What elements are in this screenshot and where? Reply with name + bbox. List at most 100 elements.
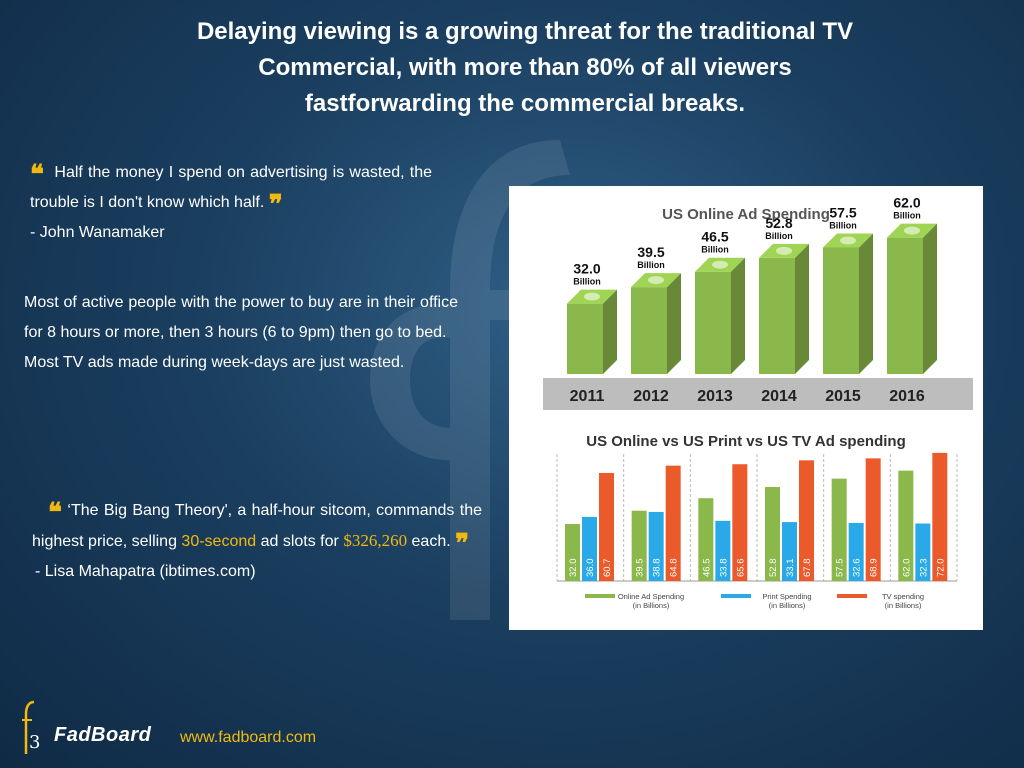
quote2-part2: ad slots for	[260, 533, 339, 550]
brand-name: FadBoard	[54, 724, 152, 746]
money-stack-2014-seal	[776, 246, 792, 255]
website-link[interactable]: www.fadboard.com	[180, 729, 317, 746]
chart1-value-label: 46.5	[701, 229, 728, 245]
chart2-bar-2013-1	[715, 520, 731, 581]
chart2-data-label: 32.0	[568, 559, 579, 578]
chart1-unit-label: Billion	[893, 211, 921, 221]
chart1-tick-label: 2014	[761, 388, 797, 405]
quote1-author: - John Wanamaker	[30, 224, 165, 241]
chart1-value-label: 62.0	[893, 195, 920, 211]
money-stack-2015-front	[823, 247, 859, 374]
chart2-bar-2011-1	[582, 516, 597, 581]
chart2-bar-2012-1	[648, 511, 664, 581]
money-stack-2014-side	[795, 243, 809, 374]
chart2-legend-label-unit: (in Billions)	[885, 601, 922, 610]
close-quote-icon: ❞	[455, 529, 470, 559]
chart2-legend-label: TV spending	[882, 592, 924, 601]
chart1-value-label: 39.5	[637, 244, 664, 260]
chart1-tick-label: 2011	[570, 388, 605, 405]
paragraph-line-2: Most TV ads made during week-days are ju…	[24, 354, 405, 371]
chart2-data-label: 62.0	[901, 559, 912, 578]
money-stack-2012-front	[631, 287, 667, 374]
chart2-bar-2014-0	[765, 487, 780, 581]
chart2-data-label: 33.8	[718, 559, 729, 578]
chart2-bar-2012-0	[631, 510, 647, 581]
chart2-bar-2016-2	[932, 452, 948, 581]
chart2-data-label: 64.8	[669, 559, 680, 578]
chart1-unit-label: Billion	[637, 260, 665, 270]
chart2-data-label: 38.8	[652, 559, 663, 578]
chart2-data-label: 39.5	[635, 559, 646, 578]
chart2-legend-label: Print Spending	[762, 592, 811, 601]
money-stack-2015-side	[859, 233, 873, 374]
headline-line-1: Delaying viewing is a growing threat for…	[196, 18, 854, 45]
chart-card: US Online Ad Spending 32.0 Billion 2011 39.5…	[509, 186, 983, 630]
chart2-legend-swatch	[837, 594, 867, 598]
chart1-unit-label: Billion	[765, 231, 793, 241]
money-stack-2011-seal	[584, 292, 600, 301]
fadboard-watermark-logo	[370, 140, 570, 620]
chart2-bar-2016-1	[915, 523, 931, 581]
chart2-data-label: 72.0	[935, 559, 946, 578]
chart2-bar-2013-0	[698, 498, 714, 581]
money-stack-2016-front	[887, 237, 923, 374]
chart2-data-label: 60.7	[602, 559, 613, 578]
quote2-part3: each.	[411, 533, 451, 550]
quote2-price: $326,260	[343, 531, 408, 550]
open-quote-icon: ❝	[30, 160, 44, 190]
money-stack-2012-seal	[648, 276, 664, 285]
close-quote-icon: ❞	[268, 190, 283, 220]
chart1-value-label: 57.5	[829, 205, 856, 221]
quote2-highlight: 30-second	[181, 533, 257, 550]
chart1-tick-label: 2015	[825, 388, 861, 405]
chart2-legend-swatch	[585, 594, 615, 598]
money-stack-2013-side	[731, 257, 745, 374]
chart2-data-label: 52.8	[768, 559, 779, 578]
chart2-bar-2011-0	[565, 524, 580, 581]
chart2-bar-2015-2	[865, 458, 881, 581]
chart2-title: US Online vs US Print vs US TV Ad spendi…	[586, 433, 906, 450]
chart2-data-label: 36.0	[585, 559, 596, 578]
money-stack-2016-seal	[904, 226, 920, 235]
money-stack-2015-seal	[840, 236, 856, 245]
chart1-unit-label: Billion	[701, 245, 729, 255]
office-hours-paragraph: Most of active people with the power to …	[24, 288, 458, 378]
money-stack-2013-seal	[712, 260, 728, 269]
headline-line-3: fastforwarding the commercial breaks.	[304, 90, 746, 117]
paragraph-line-1: Most of active people with the power to …	[24, 294, 458, 341]
chart1-axis-band	[543, 378, 973, 410]
chart2-bar-2016-0	[898, 470, 914, 581]
quote2-part1: ‘The Big Bang Theory', a half-hour sitco…	[32, 502, 483, 550]
chart2-data-label: 68.9	[869, 559, 880, 578]
headline: Delaying viewing is a growing threat for…	[110, 14, 940, 122]
chart2-bar-2014-1	[782, 522, 797, 581]
chart1-tick-label: 2012	[633, 388, 669, 405]
money-stack-2013-front	[695, 271, 731, 374]
chart1-tick-label: 2016	[889, 388, 925, 405]
chart1-tick-label: 2013	[697, 388, 733, 405]
chart2-bar-2015-1	[848, 522, 864, 581]
big-bang-quote: ❝ ‘The Big Bang Theory', a half-hour sit…	[32, 496, 482, 587]
quote2-author: - Lisa Mahapatra (ibtimes.com)	[35, 563, 256, 580]
money-stack-2011-front	[567, 303, 603, 374]
chart2-legend-label-unit: (in Billions)	[769, 601, 806, 610]
headline-line-2: Commercial, with more than 80% of all vi…	[258, 54, 792, 81]
money-stack-2014-front	[759, 257, 795, 374]
chart2-data-label: 67.8	[802, 559, 813, 578]
chart1-unit-label: Billion	[829, 221, 857, 231]
chart2-bar-2015-0	[831, 478, 847, 581]
open-quote-icon: ❝	[48, 498, 63, 528]
svg-text:3: 3	[29, 732, 40, 753]
fadboard-logo-icon: 3	[22, 700, 40, 754]
chart2-bar-2014-2	[799, 460, 814, 581]
chart2-legend-swatch	[721, 594, 751, 598]
quote1-text: Half the money I spend on advertising is…	[30, 164, 433, 211]
chart1-unit-label: Billion	[573, 277, 601, 287]
chart2-legend-label-unit: (in Billions)	[633, 601, 670, 610]
chart-infographic: US Online Ad Spending32.0Billion201139.5…	[543, 195, 973, 610]
wanamaker-quote: ❝ Half the money I spend on advertising …	[30, 158, 432, 248]
chart2-data-label: 32.6	[852, 559, 863, 578]
money-stack-2011-side	[603, 289, 617, 374]
chart2-data-label: 46.5	[701, 559, 712, 578]
chart2-data-label: 32.3	[918, 559, 929, 578]
